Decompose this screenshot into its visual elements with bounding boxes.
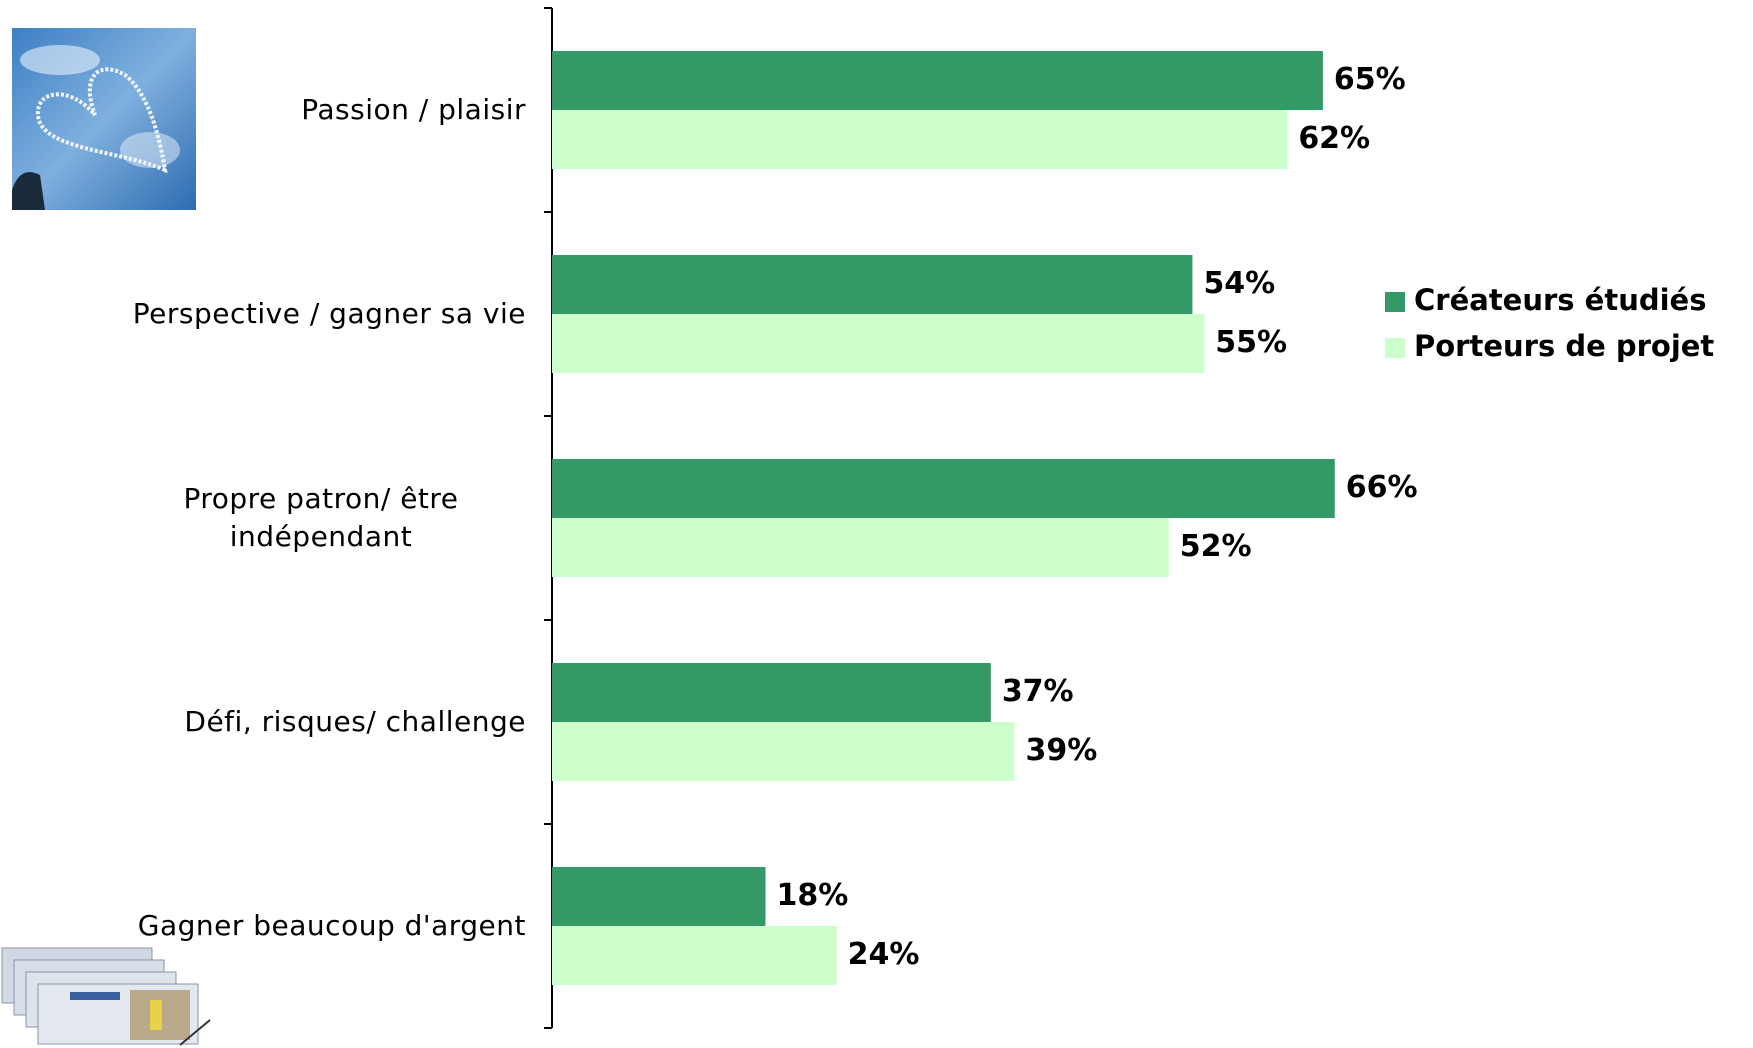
value-label: 39% [1026, 733, 1098, 768]
value-label: 52% [1180, 529, 1252, 564]
legend-label: Créateurs étudiés [1414, 283, 1706, 317]
euro-picture [1, 947, 211, 1046]
bar [552, 926, 837, 985]
bar [552, 314, 1205, 373]
value-label: 37% [1002, 674, 1074, 709]
value-label: 62% [1298, 121, 1370, 156]
value-label: 24% [848, 937, 920, 972]
bar [552, 459, 1335, 518]
value-label: 55% [1215, 325, 1287, 360]
bar [552, 110, 1288, 169]
category-label: Propre patron/ être indépendant [183, 482, 459, 553]
category-label: Défi, risques/ challenge [184, 705, 526, 738]
value-label: 65% [1334, 62, 1406, 97]
value-label: 18% [776, 878, 848, 913]
category-label: Perspective / gagner sa vie [132, 297, 526, 330]
category-label-box: Propre patron/ être indépendant [0, 458, 526, 578]
legend-label: Porteurs de projet [1414, 329, 1714, 363]
heart-picture [12, 28, 196, 210]
category-label-box: Défi, risques/ challenge [0, 662, 526, 782]
bar [552, 867, 766, 926]
value-label: 66% [1346, 470, 1418, 505]
bar [552, 51, 1323, 110]
category-label-box: Gagner beaucoup d'argent [0, 866, 526, 986]
bar [552, 663, 991, 722]
value-label: 54% [1203, 266, 1275, 301]
category-label: Gagner beaucoup d'argent [137, 909, 526, 942]
bar [552, 255, 1193, 314]
category-label: Passion / plaisir [301, 93, 526, 126]
legend-swatch [1385, 338, 1405, 358]
category-label-box: Passion / plaisir [0, 50, 526, 170]
bar [552, 518, 1169, 577]
legend-swatch [1385, 292, 1405, 312]
category-label-box: Perspective / gagner sa vie [0, 254, 526, 374]
bar [552, 722, 1015, 781]
